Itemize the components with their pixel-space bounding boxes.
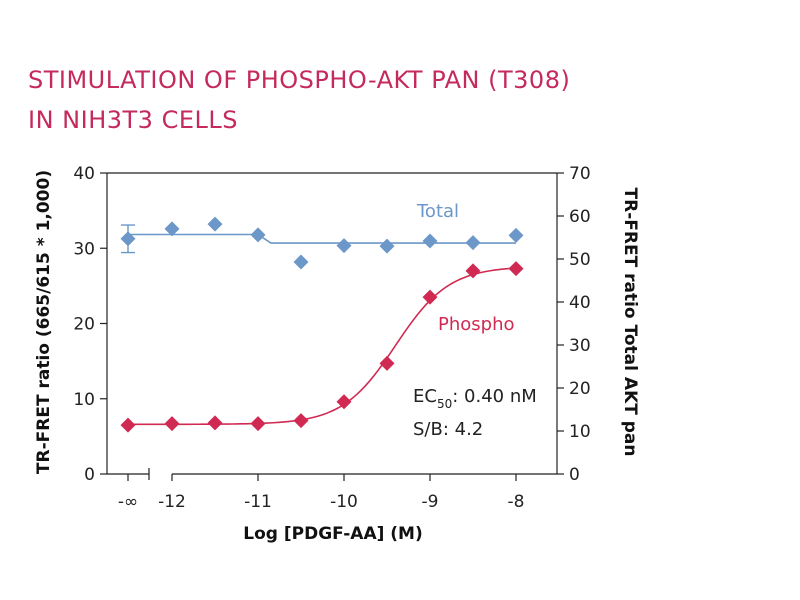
y-right-tick-label: 20 <box>569 379 591 399</box>
y-left-tick-label: 40 <box>73 164 95 184</box>
y-right-tick-label: 60 <box>569 207 591 227</box>
data-point-diamond <box>379 238 395 254</box>
data-point-diamond <box>336 394 352 410</box>
data-point-diamond <box>422 289 438 305</box>
y-right-tick-label: 50 <box>569 250 591 270</box>
data-point-diamond <box>508 261 524 277</box>
chart-title-line-1: STIMULATION OF PHOSPHO-AKT PAN (T308) <box>28 66 571 94</box>
chart-title: STIMULATION OF PHOSPHO-AKT PAN (T308) IN… <box>28 60 768 140</box>
y-axis-left-label: TR-FRET ratio (665/615 * 1,000) <box>34 170 54 474</box>
x-tick-label: -12 <box>158 492 186 512</box>
phospho-series-label: Phospho <box>438 314 515 335</box>
data-point-diamond <box>379 355 395 371</box>
y-left-tick-label: 30 <box>73 239 95 259</box>
sb-annotation: S/B: 4.2 <box>413 419 483 440</box>
data-point-diamond <box>207 216 223 232</box>
series-label-phospho: Phospho <box>438 314 515 335</box>
ec50-value: : 0.40 nM <box>452 386 537 407</box>
data-point-diamond <box>207 415 223 431</box>
chart-axes: 0 10 20 30 40 0 10 20 30 40 50 60 70 -∞ -12 -11 -10 -9 -8 <box>73 164 590 512</box>
series-label-total: Total <box>416 201 459 222</box>
y-left-tick-label: 10 <box>73 390 95 410</box>
y-right-tick-label: 10 <box>569 422 591 442</box>
fit-line-total <box>128 233 516 244</box>
total-series-label: Total <box>416 201 459 222</box>
data-point-diamond <box>250 227 266 243</box>
data-point-diamond <box>164 416 180 432</box>
data-point-diamond <box>293 413 309 429</box>
y-right-tick-label: 30 <box>569 336 591 356</box>
data-point-diamond <box>465 235 481 251</box>
series-phospho <box>120 261 524 433</box>
y-right-tick-label: 40 <box>569 293 591 313</box>
x-tick-label: -11 <box>244 492 272 512</box>
data-point-diamond <box>422 233 438 249</box>
ec50-annotation: EC50: 0.40 nM <box>413 386 537 411</box>
series-total <box>120 216 524 270</box>
data-point-diamond <box>508 227 524 243</box>
y-right-tick-label: 70 <box>569 164 591 184</box>
series-layer <box>120 216 524 433</box>
data-point-diamond <box>120 417 136 433</box>
x-axis-label: Log [PDGF-AA] (M) <box>243 524 423 544</box>
y-left-tick-label: 20 <box>73 315 95 335</box>
data-point-diamond <box>293 254 309 270</box>
data-point-diamond <box>336 238 352 254</box>
x-tick-label: -∞ <box>118 492 138 512</box>
ec50-subscript: 50 <box>437 397 452 411</box>
x-tick-label: -9 <box>422 492 439 512</box>
y-left-tick-label: 0 <box>84 465 95 485</box>
x-tick-label: -10 <box>330 492 358 512</box>
data-point-diamond <box>250 416 266 432</box>
y-axis-right-label: TR-FRET ratio Total AKT pan <box>620 188 640 457</box>
y-right-tick-label: 0 <box>569 465 580 485</box>
data-point-diamond <box>465 263 481 279</box>
ec50-prefix: EC <box>413 386 437 407</box>
x-tick-label: -8 <box>508 492 525 512</box>
data-point-diamond <box>120 231 136 247</box>
data-point-diamond <box>164 221 180 237</box>
chart-title-line-2: IN NIH3T3 CELLS <box>28 106 238 134</box>
